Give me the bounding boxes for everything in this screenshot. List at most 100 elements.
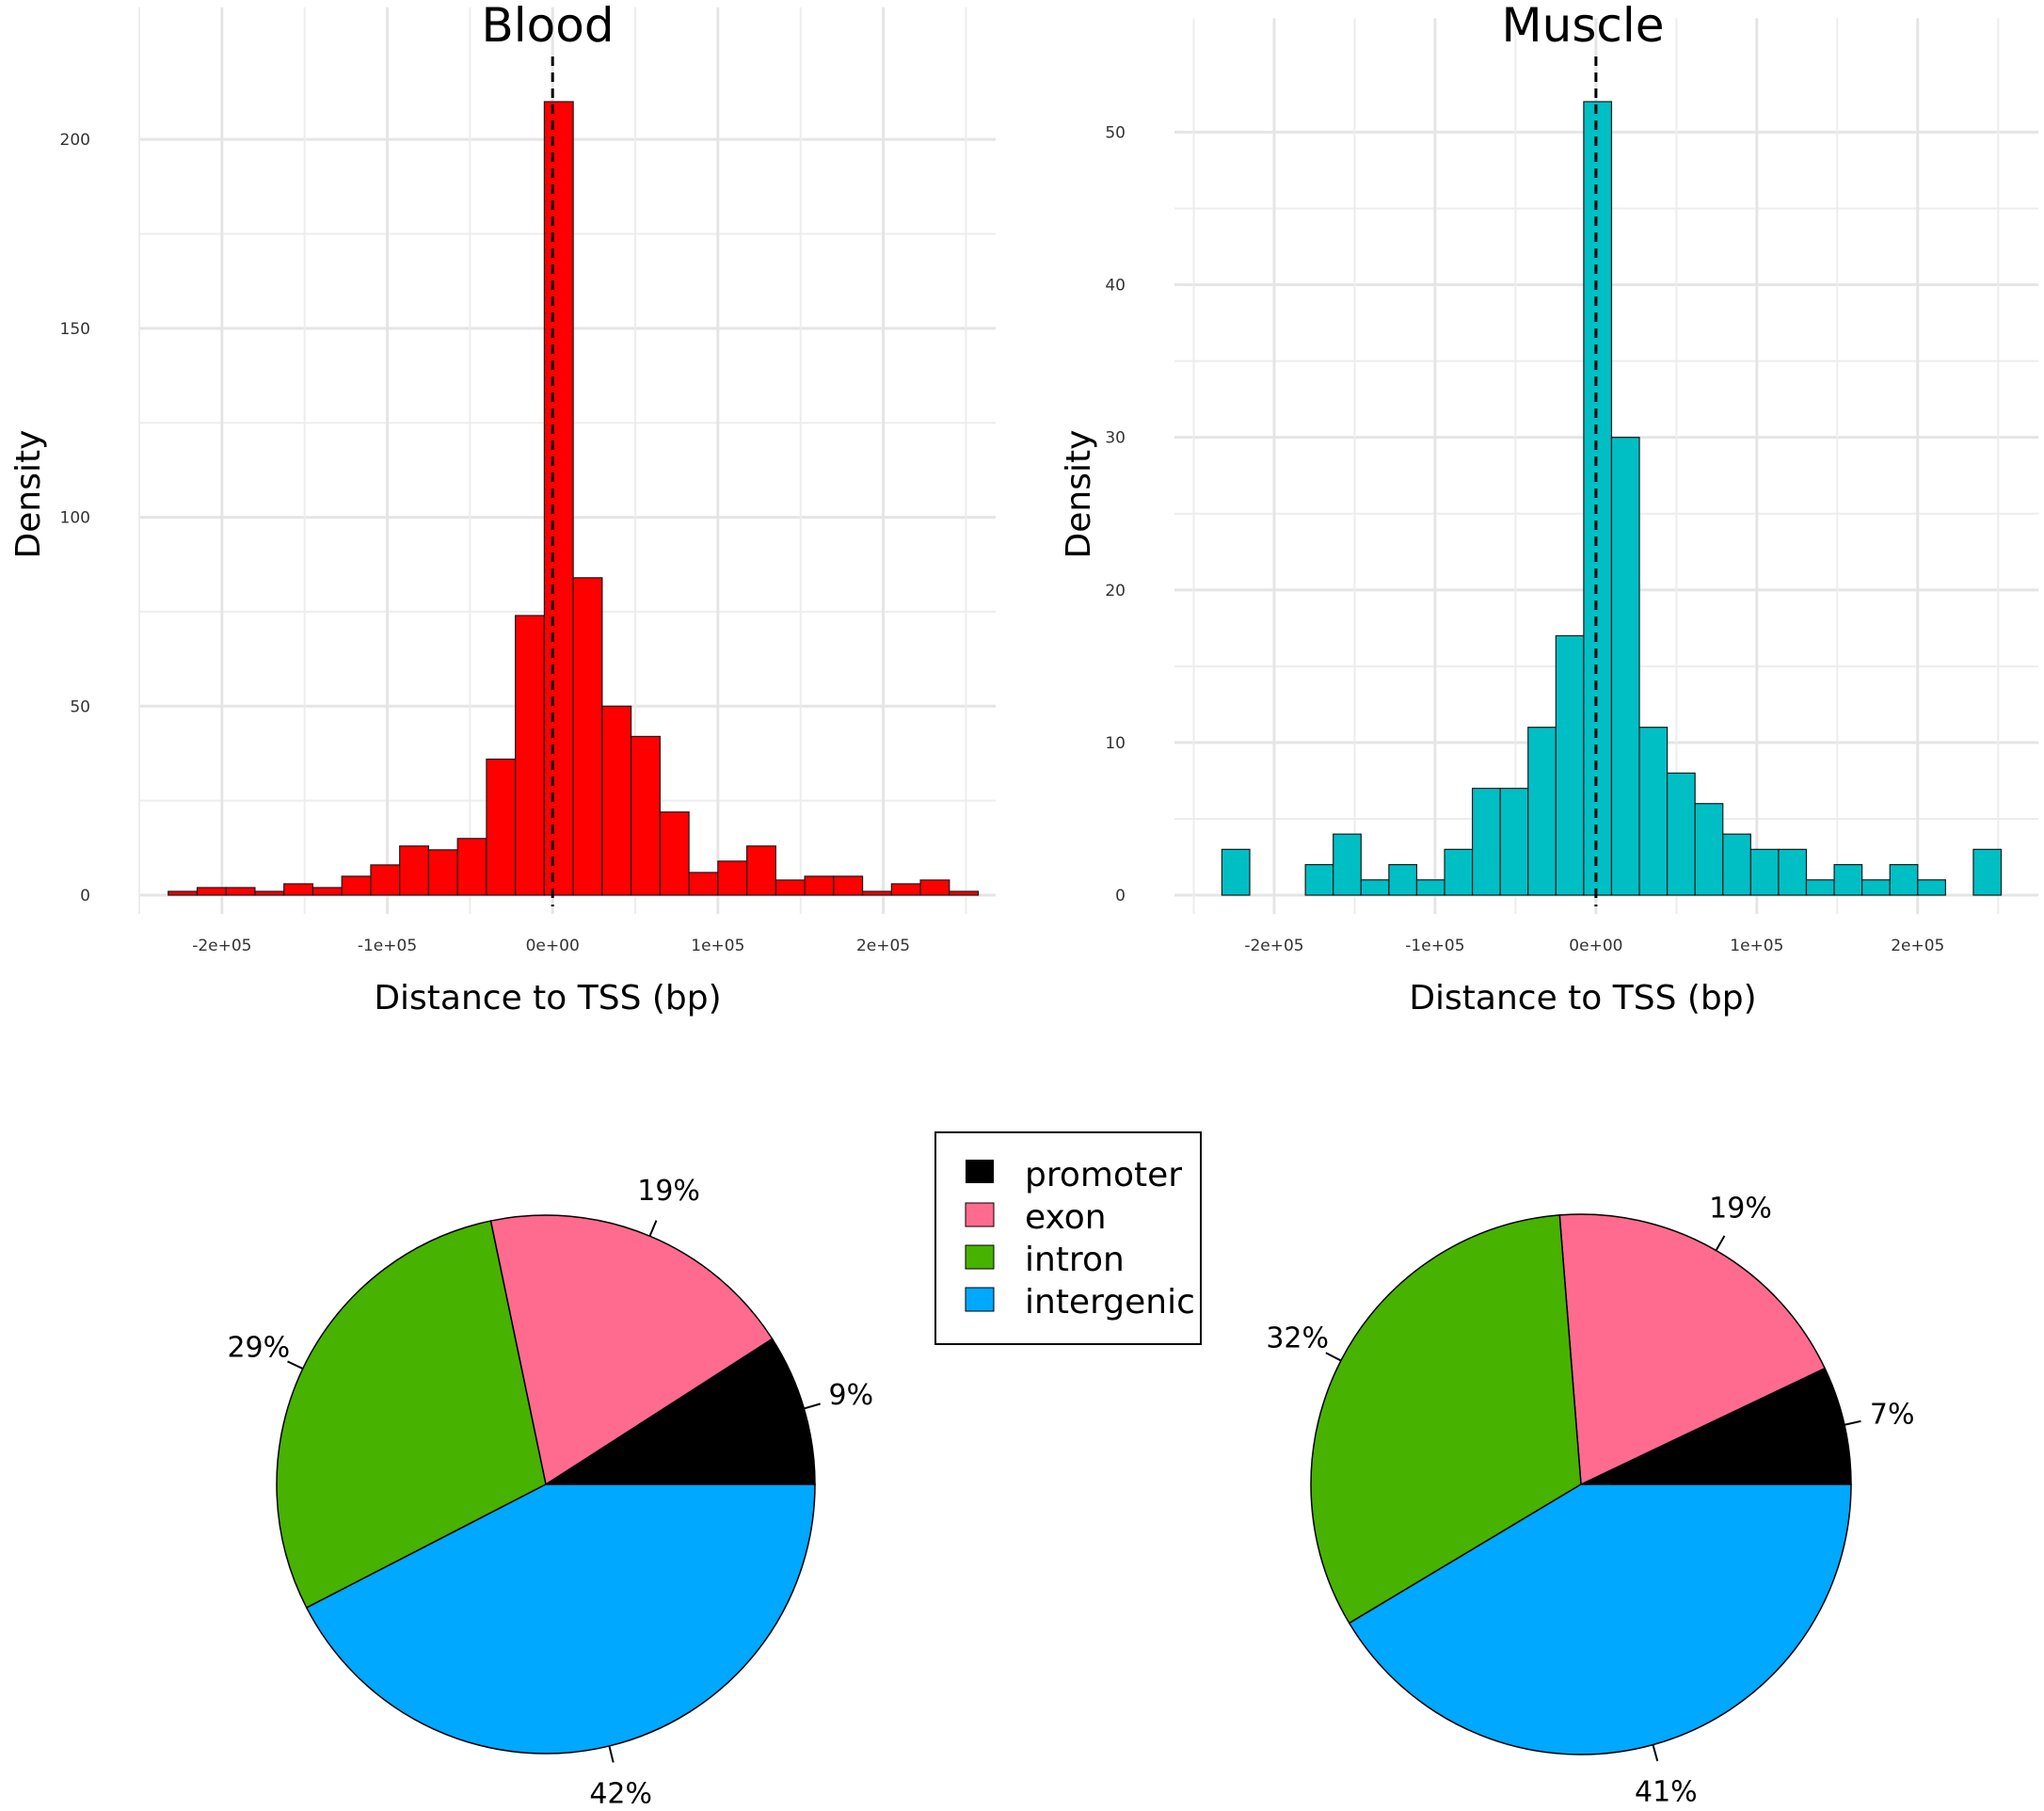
- histogram-bar: [399, 845, 430, 896]
- legend-item-promoter: promoter: [966, 1156, 1182, 1194]
- histogram-bar: [1555, 634, 1585, 896]
- histogram-bar: [919, 879, 950, 896]
- histogram-bar: [543, 101, 574, 896]
- histogram-bar: [804, 875, 835, 896]
- y-tick-label: 0: [80, 887, 90, 906]
- histogram-bar: [774, 879, 806, 896]
- legend-item-intergenic: intergenic: [965, 1283, 1195, 1322]
- histogram-bar: [572, 577, 603, 896]
- histogram-bar: [601, 705, 632, 896]
- y-tick-label: 30: [1105, 429, 1126, 448]
- pie-label-tick: [1715, 1235, 1726, 1251]
- histogram-bar: [1805, 879, 1835, 896]
- x-tick-label: -1e+05: [1405, 937, 1464, 955]
- x-tick-label: 1e+05: [691, 937, 744, 955]
- legend-item-exon: exon: [965, 1198, 1107, 1237]
- x-tick-label: 1e+05: [1730, 937, 1783, 955]
- histogram-bar: [168, 890, 199, 896]
- x-tick-label: -1e+05: [358, 937, 417, 955]
- blood-bars: [168, 101, 980, 896]
- histogram-bar: [1889, 863, 1919, 896]
- histogram-bar: [196, 887, 227, 896]
- histogram-bar: [254, 890, 285, 896]
- histogram-bar: [1638, 727, 1669, 896]
- histogram-bar: [1861, 879, 1891, 896]
- pie-percent-label: 19%: [1709, 1192, 1772, 1225]
- histogram-bar: [1917, 879, 1946, 896]
- histogram-bar: [1527, 727, 1557, 896]
- pie-slice-promoter: [1580, 1367, 1852, 1485]
- blood-pie-labels: 9% 19% 29% 42%: [227, 1175, 873, 1810]
- y-tick-label: 50: [70, 697, 90, 716]
- histogram-bar: [631, 735, 661, 896]
- blood-histogram: 0 50 100 150 200 -2e+05 -1e+05 0e+00 1e+05 2e+05…: [9, 0, 996, 1018]
- pie-label-tick: [648, 1220, 658, 1237]
- histogram-bar: [1667, 772, 1696, 896]
- legend-item-intron: intron: [965, 1241, 1125, 1279]
- y-tick-label: 20: [1105, 582, 1126, 601]
- histogram-bar: [1499, 787, 1529, 896]
- histogram-bar: [949, 890, 980, 896]
- pie-label-tick: [287, 1360, 304, 1370]
- histogram-bar: [1583, 101, 1613, 896]
- histogram-bar: [833, 875, 864, 896]
- pie-slice-intergenic: [305, 1483, 816, 1755]
- muscle-pie-slices: [1310, 1213, 1852, 1755]
- blood-y-axis-label: Density: [9, 430, 48, 559]
- histogram-bar: [1471, 787, 1501, 896]
- x-tick-label: 0e+00: [1569, 937, 1622, 955]
- y-tick-label: 150: [60, 320, 90, 339]
- histogram-bar: [1415, 879, 1445, 896]
- histogram-bar: [456, 838, 487, 896]
- y-tick-label: 200: [60, 131, 90, 150]
- blood-x-axis-label: Distance to TSS (bp): [374, 979, 721, 1018]
- x-tick-label: -2e+05: [192, 937, 251, 955]
- histogram-bar: [1722, 833, 1751, 896]
- histogram-bar: [1360, 879, 1390, 896]
- pie-percent-label: 41%: [1635, 1776, 1698, 1809]
- histogram-bar: [1972, 848, 2003, 896]
- histogram-bar: [1610, 437, 1640, 896]
- pie-slice-exon: [1558, 1213, 1827, 1486]
- histogram-bar: [1304, 863, 1334, 896]
- histogram-bar: [746, 845, 776, 896]
- legend-label-intergenic: intergenic: [1025, 1283, 1195, 1322]
- legend-label-intron: intron: [1025, 1241, 1125, 1279]
- histogram-bar: [1333, 833, 1362, 896]
- muscle-title: Muscle: [1501, 0, 1664, 53]
- histogram-bar: [1778, 848, 1808, 896]
- histogram-bar: [283, 883, 314, 896]
- histogram-bar: [688, 872, 719, 896]
- histogram-bar: [427, 849, 458, 896]
- y-tick-label: 50: [1105, 123, 1126, 142]
- muscle-pie-chart: 7% 19% 32% 41%: [1266, 1192, 1914, 1808]
- y-tick-label: 40: [1105, 277, 1126, 296]
- muscle-y-ticks: 0 10 20 30 40 50: [1105, 123, 1126, 906]
- legend-label-exon: exon: [1025, 1198, 1107, 1237]
- histogram-bar: [1833, 863, 1863, 896]
- legend-swatch-promoter: [966, 1160, 994, 1183]
- legend: promoter exon intron intergenic: [934, 1131, 1202, 1345]
- legend-label-promoter: promoter: [1025, 1156, 1182, 1194]
- pie-label-tick: [1325, 1352, 1342, 1362]
- muscle-y-axis-label: Density: [1060, 430, 1098, 559]
- histogram-bar: [486, 758, 517, 896]
- histogram-bar: [1694, 803, 1724, 896]
- legend-swatch-intron: [965, 1244, 995, 1270]
- pie-label-tick: [1652, 1744, 1659, 1762]
- pie-percent-label: 29%: [227, 1332, 290, 1365]
- blood-pie-slices: [276, 1214, 816, 1755]
- histogram-bar: [1388, 863, 1418, 896]
- legend-swatch-intergenic: [965, 1287, 995, 1312]
- x-tick-label: -2e+05: [1244, 937, 1303, 955]
- muscle-bars: [1221, 101, 2003, 896]
- histogram-bar: [311, 887, 343, 896]
- pie-percent-label: 9%: [829, 1379, 874, 1412]
- histogram-bar: [225, 887, 256, 896]
- blood-y-ticks: 0 50 100 150 200: [60, 131, 90, 906]
- blood-x-ticks: -2e+05 -1e+05 0e+00 1e+05 2e+05: [192, 937, 910, 955]
- x-tick-label: 2e+05: [856, 937, 910, 955]
- pie-slice-exon: [489, 1214, 774, 1486]
- pie-percent-label: 32%: [1266, 1322, 1329, 1355]
